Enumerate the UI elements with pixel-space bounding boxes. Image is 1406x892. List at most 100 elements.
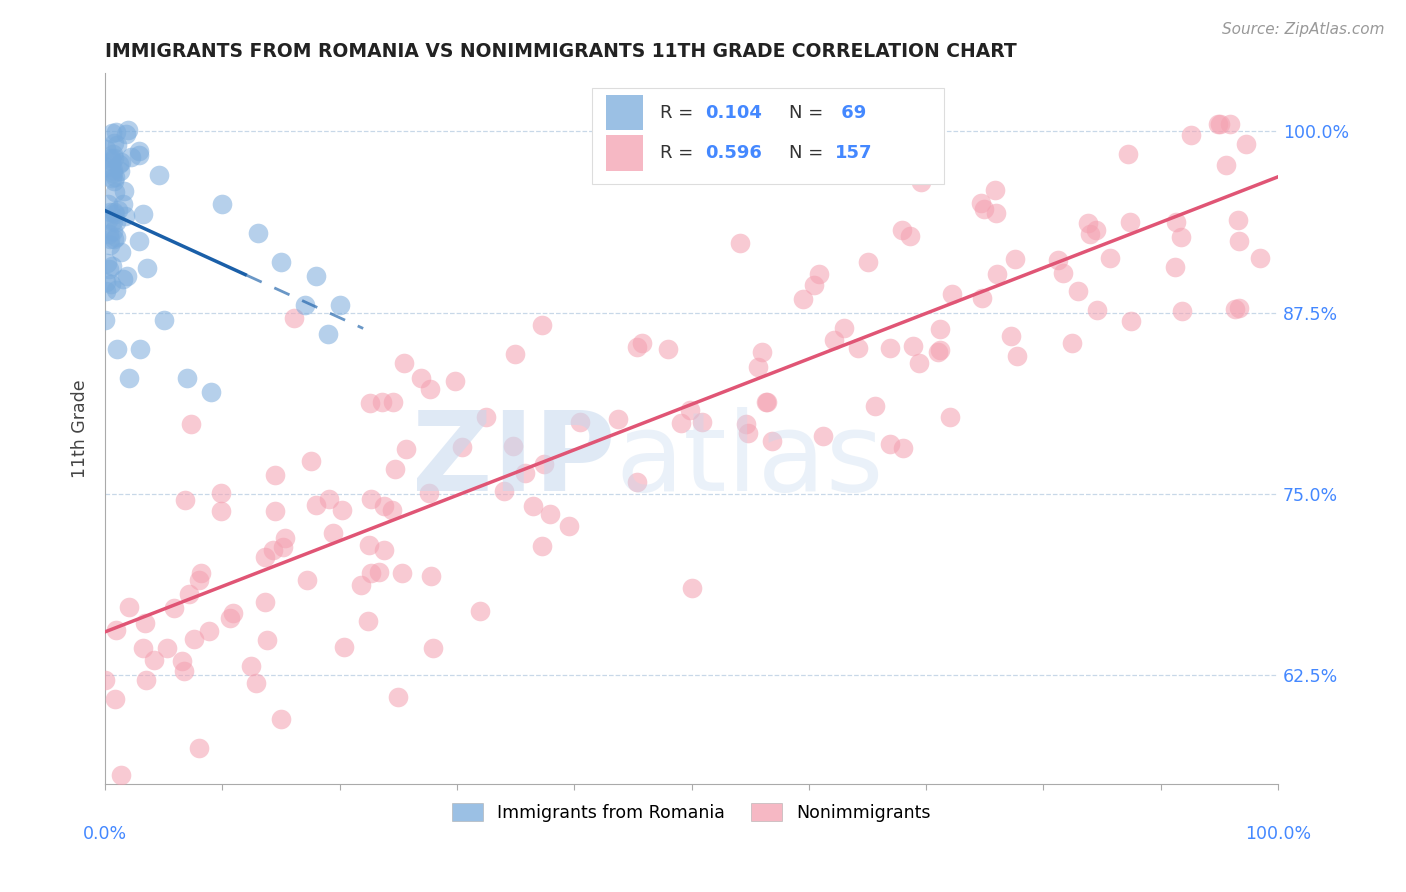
Point	[128, 148, 150, 162]
Point	[832, 321, 855, 335]
Point	[505, 346, 527, 360]
Point	[1000, 328, 1022, 343]
Point	[110, 244, 132, 259]
Point	[747, 359, 769, 374]
Point	[177, 587, 200, 601]
Point	[105, 623, 128, 637]
Point	[98, 237, 121, 252]
Point	[735, 417, 758, 432]
Point	[103, 136, 125, 150]
Point	[187, 573, 209, 587]
Point	[972, 291, 994, 305]
Point	[96, 256, 118, 270]
Point	[110, 768, 132, 782]
Point	[104, 691, 127, 706]
Point	[104, 185, 127, 199]
Point	[246, 226, 269, 240]
Point	[274, 531, 297, 545]
Point	[371, 394, 394, 409]
Point	[179, 417, 201, 431]
Point	[755, 395, 778, 409]
Point	[211, 197, 233, 211]
Point	[522, 500, 544, 514]
Point	[384, 462, 406, 476]
Point	[373, 543, 395, 558]
Point	[305, 269, 328, 284]
Point	[108, 157, 131, 171]
Point	[97, 227, 120, 241]
Point	[986, 206, 1008, 220]
Point	[669, 416, 692, 430]
Point	[105, 125, 128, 139]
Point	[322, 525, 344, 540]
Point	[129, 342, 152, 356]
Point	[631, 335, 654, 350]
Point	[104, 283, 127, 297]
Point	[98, 205, 121, 219]
Point	[1206, 117, 1229, 131]
Point	[222, 606, 245, 620]
Point	[104, 215, 127, 229]
Point	[115, 268, 138, 283]
Point	[170, 654, 193, 668]
Point	[105, 230, 128, 244]
Point	[270, 255, 292, 269]
Point	[100, 277, 122, 292]
Point	[94, 313, 117, 327]
Point	[1119, 314, 1142, 328]
Point	[245, 676, 267, 690]
Point	[98, 232, 121, 246]
Text: 0.0%: 0.0%	[83, 825, 128, 843]
Point	[1119, 214, 1142, 228]
Point	[264, 504, 287, 518]
Text: ZIP: ZIP	[412, 408, 616, 514]
Point	[120, 151, 142, 165]
Text: R =: R =	[659, 103, 699, 121]
Point	[153, 313, 176, 327]
Point	[1099, 251, 1122, 265]
Point	[863, 399, 886, 413]
Point	[294, 298, 316, 312]
Point	[494, 483, 516, 498]
Point	[626, 475, 648, 489]
Text: atlas: atlas	[616, 408, 884, 514]
Point	[101, 147, 124, 161]
Point	[502, 439, 524, 453]
Point	[128, 144, 150, 158]
Point	[105, 342, 128, 356]
Point	[360, 491, 382, 506]
Point	[299, 454, 322, 468]
Point	[533, 458, 555, 472]
Point	[1052, 266, 1074, 280]
Point	[1084, 223, 1107, 237]
Point	[411, 371, 433, 385]
Point	[176, 371, 198, 385]
Point	[100, 171, 122, 186]
Point	[973, 202, 995, 217]
Point	[357, 614, 380, 628]
Point	[110, 164, 132, 178]
Point	[1077, 216, 1099, 230]
Point	[101, 214, 124, 228]
Point	[360, 566, 382, 581]
Point	[939, 410, 962, 425]
Point	[112, 184, 135, 198]
Point	[270, 712, 292, 726]
Point	[929, 322, 952, 336]
Point	[856, 255, 879, 269]
Point	[419, 569, 441, 583]
Point	[626, 340, 648, 354]
Point	[1219, 117, 1241, 131]
Point	[163, 601, 186, 615]
Point	[1066, 285, 1088, 299]
Point	[295, 573, 318, 587]
Point	[986, 268, 1008, 282]
Point	[209, 486, 232, 500]
Point	[808, 268, 831, 282]
Text: N =: N =	[789, 103, 830, 121]
Point	[96, 284, 118, 298]
Point	[910, 175, 932, 189]
Point	[183, 632, 205, 647]
Point	[316, 327, 339, 342]
Point	[391, 566, 413, 580]
